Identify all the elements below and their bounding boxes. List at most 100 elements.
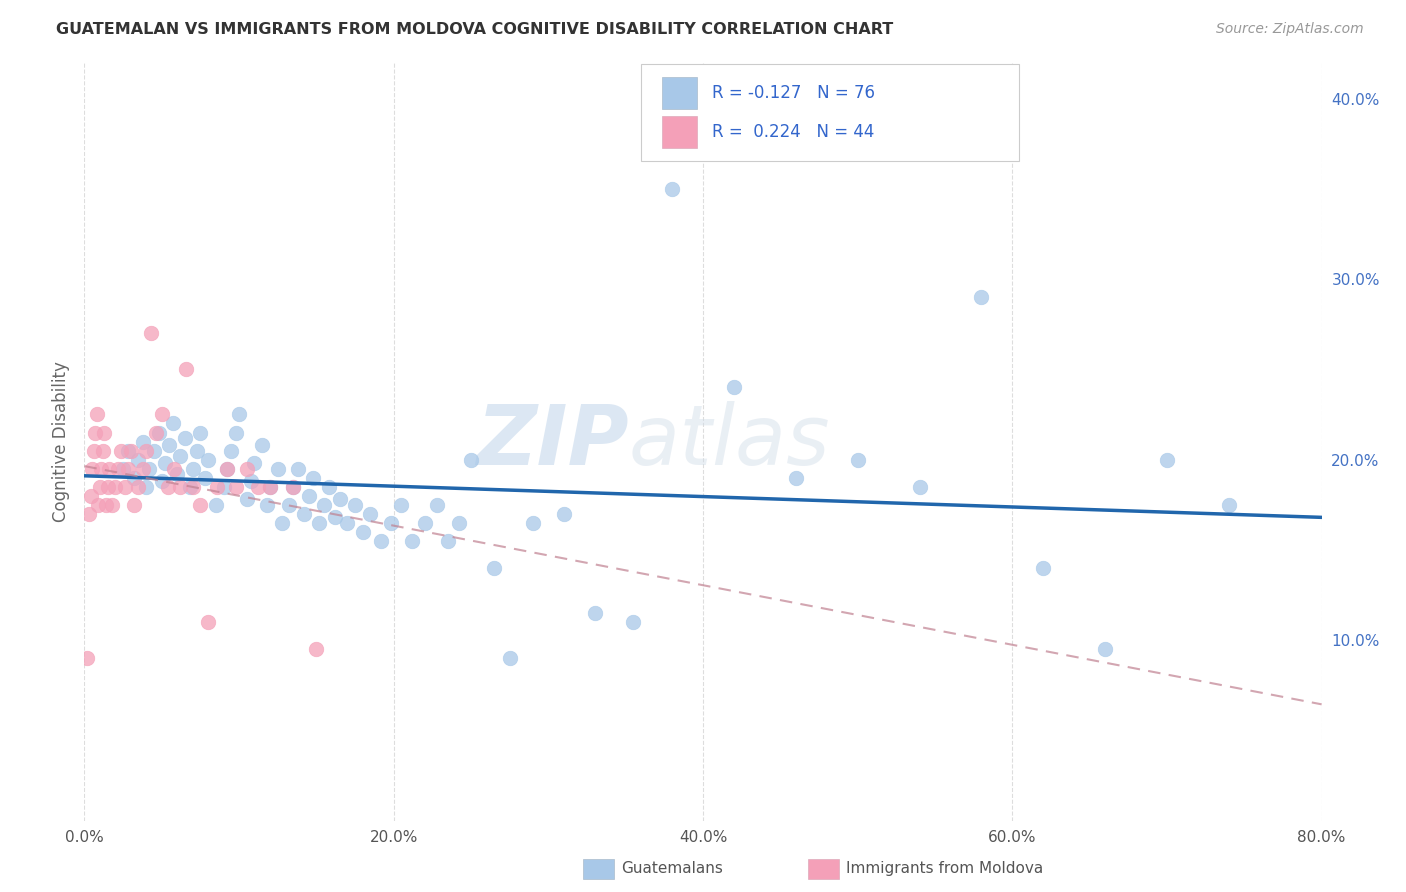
Point bbox=[522, 516, 544, 530]
Point bbox=[207, 480, 229, 494]
Point bbox=[259, 480, 281, 494]
Point bbox=[96, 480, 118, 494]
Point bbox=[401, 533, 423, 548]
Bar bbox=[662, 116, 697, 148]
FancyBboxPatch shape bbox=[641, 64, 1018, 161]
Point bbox=[197, 452, 219, 467]
Point bbox=[169, 449, 191, 463]
Text: GUATEMALAN VS IMMIGRANTS FROM MOLDOVA COGNITIVE DISABILITY CORRELATION CHART: GUATEMALAN VS IMMIGRANTS FROM MOLDOVA CO… bbox=[56, 22, 893, 37]
Point bbox=[166, 467, 188, 481]
Point bbox=[94, 498, 117, 512]
Point bbox=[179, 480, 201, 494]
Point bbox=[583, 606, 606, 620]
Point bbox=[86, 408, 108, 422]
Point bbox=[101, 498, 124, 512]
Point bbox=[181, 480, 204, 494]
Point bbox=[169, 480, 191, 494]
Point bbox=[240, 475, 263, 489]
Point bbox=[145, 425, 167, 440]
Point bbox=[93, 425, 115, 440]
Point bbox=[370, 533, 392, 548]
Point bbox=[117, 461, 139, 475]
Text: atlas: atlas bbox=[628, 401, 831, 482]
Point bbox=[484, 561, 506, 575]
Point bbox=[139, 326, 162, 341]
Point bbox=[302, 470, 325, 484]
Point bbox=[159, 438, 180, 452]
Point bbox=[114, 480, 136, 494]
Point bbox=[846, 452, 869, 467]
Point bbox=[176, 362, 198, 376]
Point bbox=[621, 615, 644, 629]
Point bbox=[281, 480, 305, 494]
Point bbox=[277, 498, 299, 512]
Point bbox=[235, 492, 259, 507]
Point bbox=[553, 507, 575, 521]
Point bbox=[308, 516, 330, 530]
Point bbox=[328, 492, 352, 507]
Point bbox=[305, 642, 328, 657]
Point bbox=[360, 507, 382, 521]
Point bbox=[219, 443, 242, 458]
Point bbox=[970, 290, 993, 304]
Point bbox=[225, 425, 247, 440]
Point bbox=[447, 516, 470, 530]
Point bbox=[389, 498, 413, 512]
Point bbox=[215, 461, 238, 475]
Point bbox=[318, 480, 340, 494]
Point bbox=[228, 408, 250, 422]
Point bbox=[143, 443, 166, 458]
Point bbox=[343, 498, 366, 512]
Point bbox=[352, 524, 374, 539]
Point bbox=[413, 516, 436, 530]
Point bbox=[89, 480, 111, 494]
Point bbox=[122, 498, 145, 512]
Point bbox=[132, 461, 155, 475]
Bar bbox=[662, 77, 697, 109]
Point bbox=[76, 651, 98, 665]
Point bbox=[90, 461, 112, 475]
Point bbox=[271, 516, 294, 530]
Point bbox=[235, 461, 259, 475]
Point bbox=[181, 461, 204, 475]
Point bbox=[117, 443, 139, 458]
Point bbox=[163, 461, 186, 475]
Point bbox=[150, 475, 173, 489]
Point bbox=[661, 182, 683, 196]
Point bbox=[127, 480, 149, 494]
Point bbox=[194, 470, 217, 484]
Point bbox=[250, 438, 273, 452]
Text: Immigrants from Moldova: Immigrants from Moldova bbox=[846, 862, 1043, 876]
Point bbox=[112, 461, 135, 475]
Text: R =  0.224   N = 44: R = 0.224 N = 44 bbox=[711, 123, 875, 141]
Point bbox=[110, 443, 132, 458]
Point bbox=[188, 498, 211, 512]
Point bbox=[188, 425, 211, 440]
Point bbox=[197, 615, 219, 629]
Point bbox=[135, 443, 157, 458]
Point bbox=[127, 452, 149, 467]
Point bbox=[150, 408, 173, 422]
Point bbox=[499, 651, 522, 665]
Point bbox=[135, 480, 157, 494]
Text: Source: ZipAtlas.com: Source: ZipAtlas.com bbox=[1216, 22, 1364, 37]
Point bbox=[205, 498, 228, 512]
Point bbox=[723, 380, 745, 394]
Point bbox=[312, 498, 335, 512]
Point bbox=[84, 425, 107, 440]
Point bbox=[77, 507, 100, 521]
Point bbox=[107, 461, 129, 475]
Point bbox=[186, 443, 208, 458]
Point bbox=[82, 461, 104, 475]
Point bbox=[83, 443, 105, 458]
Point bbox=[79, 489, 101, 503]
Point bbox=[87, 498, 110, 512]
Point bbox=[98, 461, 121, 475]
Point bbox=[1156, 452, 1178, 467]
Point bbox=[460, 452, 482, 467]
Point bbox=[162, 417, 184, 431]
Point bbox=[297, 489, 319, 503]
Point bbox=[256, 498, 278, 512]
Text: R = -0.127   N = 76: R = -0.127 N = 76 bbox=[711, 84, 875, 102]
Point bbox=[132, 434, 155, 449]
